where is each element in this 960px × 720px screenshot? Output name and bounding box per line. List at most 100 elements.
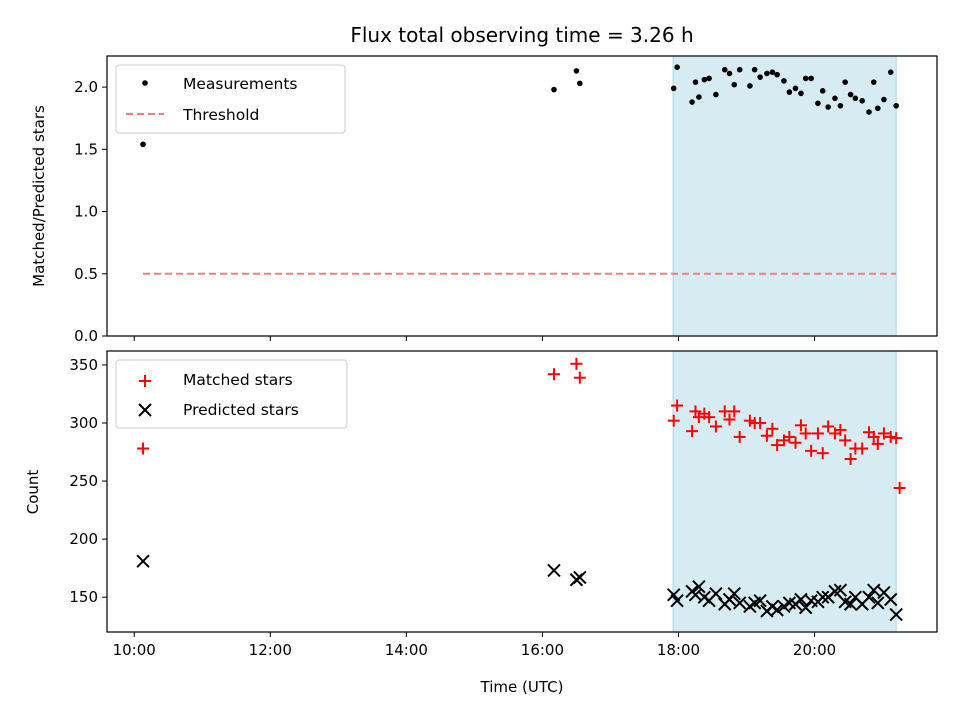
measurement-point — [696, 94, 702, 100]
matched-stars-point — [570, 357, 583, 370]
top-shade-rect — [672, 55, 897, 337]
bottom-legend: Matched stars Predicted stars — [115, 359, 348, 429]
matched-stars-point — [839, 434, 852, 447]
matched-stars-point — [137, 442, 150, 455]
measurement-point — [774, 71, 780, 78]
predicted-stars-point — [770, 603, 784, 617]
legend-predicted-marker — [138, 403, 152, 417]
matched-stars-point — [884, 430, 897, 443]
measurement-point — [837, 102, 844, 109]
legend-measurements-label: Measurements — [183, 75, 298, 93]
predicted-stars-point — [884, 592, 898, 607]
x-tick-label: 20:00 — [793, 641, 836, 659]
measurement-point — [747, 83, 753, 89]
matched-stars-point — [789, 436, 802, 449]
bottom-shade-rect — [672, 350, 897, 633]
predicted-stars-point — [727, 586, 741, 601]
matched-stars-point — [733, 430, 746, 443]
measurement-point — [781, 78, 787, 84]
predicted-stars-point — [833, 583, 848, 597]
measurement-point — [706, 75, 712, 82]
measurement-point — [764, 70, 770, 77]
bottom-panel-data — [136, 357, 906, 622]
measurement-point — [819, 88, 826, 94]
matched-stars-point — [723, 413, 736, 426]
measurement-point — [792, 85, 799, 92]
predicted-stars-point — [753, 593, 767, 608]
top-y-tick-label: 0.5 — [74, 265, 98, 283]
measurement-point — [751, 66, 758, 73]
measurement-point — [808, 75, 814, 82]
top-y-tick-label: 1.0 — [74, 203, 98, 221]
legend-matched-marker — [139, 375, 151, 387]
predicted-stars-point — [867, 583, 881, 597]
measurement-point — [875, 105, 881, 112]
legend-measurements-marker — [142, 80, 148, 86]
matched-stars-point — [709, 420, 722, 433]
matched-stars-point — [867, 430, 880, 443]
measurement-point — [726, 70, 733, 77]
bottom-y-ticks: 150 200 250 300 350 — [69, 356, 107, 606]
series-predicted-stars — [136, 554, 903, 622]
predicted-stars-point — [843, 597, 858, 611]
top-legend: Measurements Threshold — [115, 64, 346, 134]
matched-stars-point — [783, 430, 796, 443]
matched-stars-point — [766, 422, 779, 435]
measurement-point — [577, 80, 583, 87]
matched-stars-point — [871, 437, 884, 450]
measurement-point — [689, 99, 695, 105]
legend-threshold-label: Threshold — [182, 106, 259, 124]
measurement-point — [786, 89, 793, 95]
x-tick-label: 18:00 — [657, 641, 700, 659]
chart-title: Flux total observing time = 3.26 h — [350, 23, 693, 47]
measurement-point — [670, 85, 677, 92]
bottom-x-ticks: 10:00 12:00 14:00 16:00 18:00 20:00 — [113, 632, 836, 659]
matched-stars-point — [667, 414, 680, 427]
measurement-point — [573, 68, 580, 74]
measurement-point — [721, 66, 728, 73]
measurement-point — [847, 91, 854, 98]
predicted-stars-point — [889, 607, 903, 622]
matched-stars-point — [856, 442, 869, 455]
predicted-stars-point — [815, 590, 830, 604]
matched-stars-point — [805, 444, 818, 457]
bottom-y-axis-label: Count — [24, 470, 42, 515]
predicted-stars-point — [732, 596, 747, 610]
measurement-point — [802, 75, 809, 82]
predicted-stars-point — [573, 570, 587, 585]
legend-matched-label: Matched stars — [183, 371, 293, 389]
x-tick-label: 16:00 — [521, 641, 564, 659]
measurement-point — [674, 64, 680, 70]
matched-stars-point — [816, 447, 829, 460]
predicted-stars-point — [688, 588, 703, 602]
predicted-stars-point — [709, 586, 723, 601]
top-y-tick-label: 1.5 — [74, 140, 98, 158]
measurement-point — [701, 76, 708, 83]
measurement-point — [798, 90, 804, 97]
measurement-point — [887, 69, 894, 75]
matched-stars-point — [811, 427, 824, 440]
predicted-stars-point — [798, 600, 813, 615]
matched-stars-point — [728, 405, 741, 418]
measurement-point — [881, 96, 887, 103]
matched-stars-point — [547, 368, 560, 381]
measurement-point — [731, 81, 738, 88]
top-y-ticks: 0.0 0.5 1.0 1.5 2.0 — [74, 78, 107, 345]
measurement-point — [870, 79, 877, 85]
series-matched-stars — [137, 357, 906, 495]
matched-stars-point — [760, 429, 773, 442]
top-y-tick-label: 0.0 — [74, 327, 98, 345]
x-tick-label: 12:00 — [249, 641, 292, 659]
measurement-point — [815, 100, 821, 107]
measurement-point — [736, 66, 743, 73]
measurement-point — [893, 102, 899, 109]
measurement-point — [551, 86, 557, 93]
top-panel-frame — [106, 55, 938, 337]
matched-stars-point — [890, 432, 903, 445]
series-measurements — [140, 64, 899, 148]
matched-stars-point — [834, 423, 847, 436]
predicted-stars-point — [871, 596, 885, 610]
matched-stars-point — [671, 399, 684, 412]
predicted-stars-point — [692, 580, 706, 594]
